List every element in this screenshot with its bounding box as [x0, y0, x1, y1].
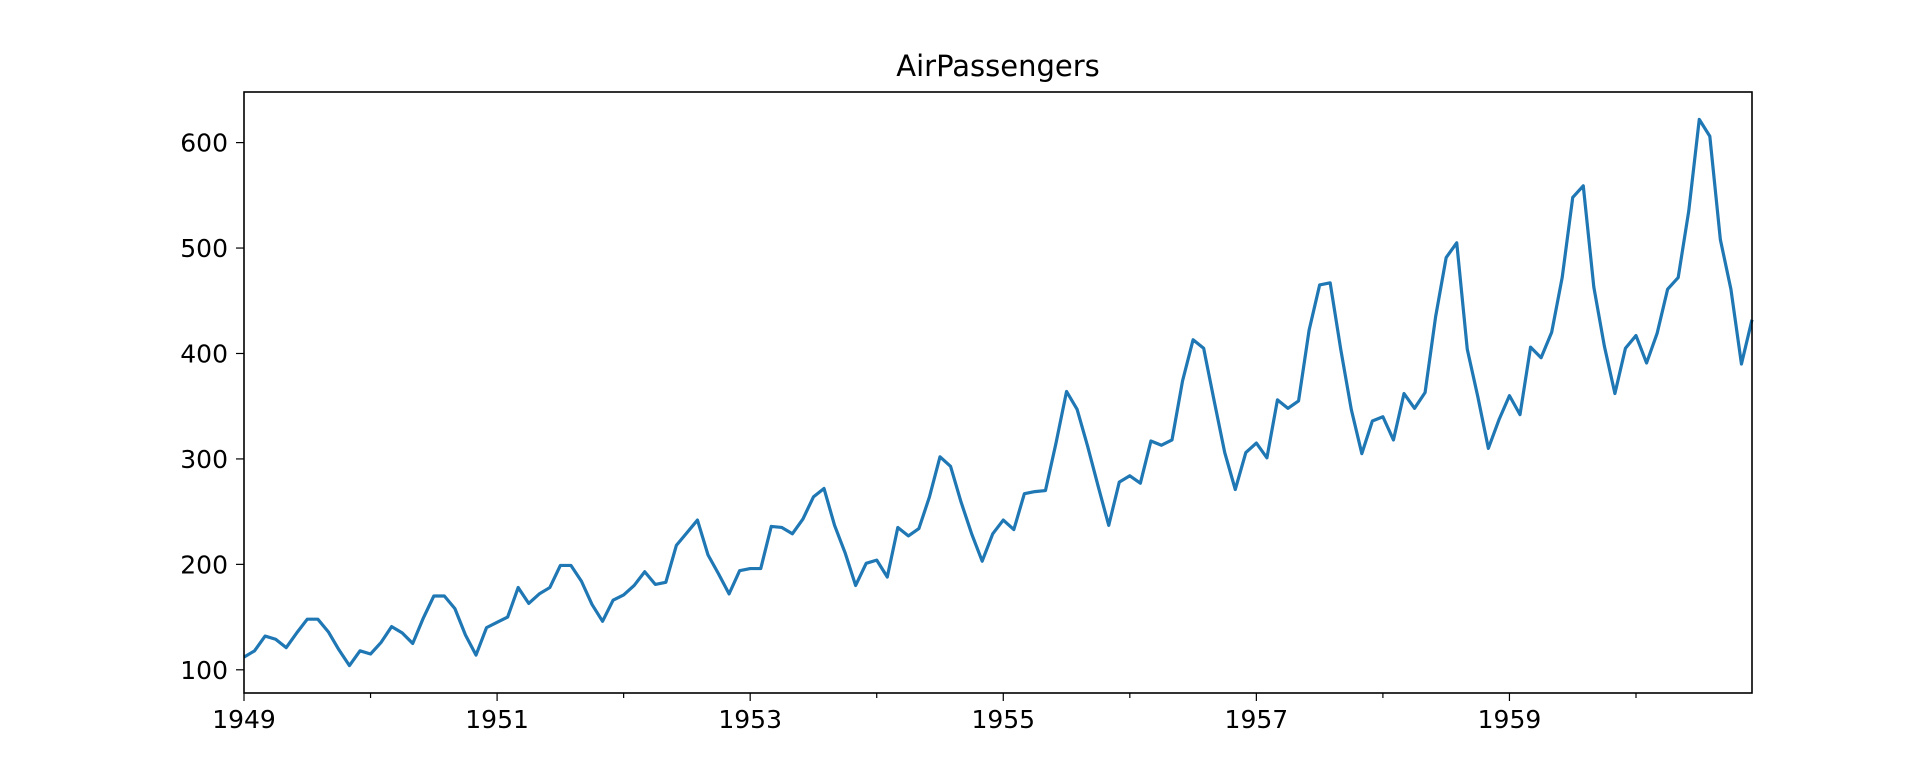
- y-tick-label-100: 100: [180, 656, 228, 685]
- y-axis: 100 200 300 400 500 600: [180, 129, 244, 685]
- series-line-1: [243, 117, 1754, 668]
- x-axis: 1949 1951 1953 1955 1957 1959: [212, 693, 1637, 734]
- x-tick-label-1951: 1951: [465, 705, 529, 734]
- y-tick-label-600: 600: [180, 129, 228, 158]
- y-tick-label-400: 400: [180, 339, 228, 368]
- y-tick-label-200: 200: [180, 550, 228, 579]
- x-tick-label-1955: 1955: [971, 705, 1035, 734]
- x-tick-label-1959: 1959: [1478, 705, 1542, 734]
- x-tick-label-1949: 1949: [212, 705, 276, 734]
- x-tick-label-1957: 1957: [1225, 705, 1289, 734]
- x-tick-label-1953: 1953: [718, 705, 782, 734]
- axes-frame: [243, 91, 1753, 694]
- y-tick-label-300: 300: [180, 445, 228, 474]
- chart-title: AirPassengers: [896, 49, 1100, 83]
- y-tick-label-500: 500: [180, 234, 228, 263]
- plot-area: [243, 117, 1754, 668]
